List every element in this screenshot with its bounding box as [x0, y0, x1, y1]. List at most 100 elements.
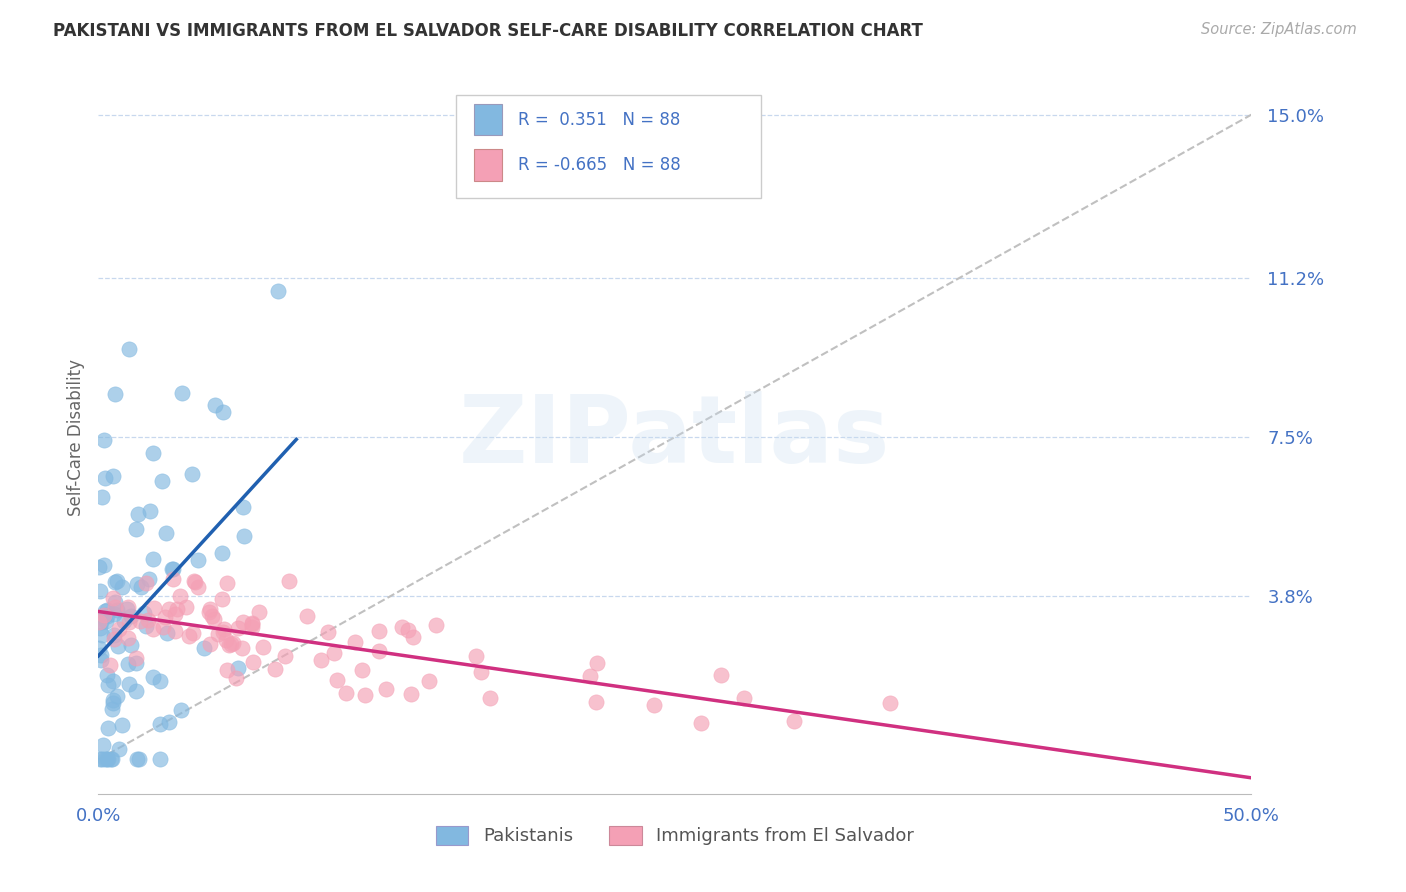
Point	[103, 674, 125, 689]
Point	[117, 657, 139, 671]
Point	[215, 575, 238, 590]
Text: ZIPatlas: ZIPatlas	[460, 391, 890, 483]
Point	[90, 648, 112, 663]
Point	[89, 583, 111, 598]
Point	[104, 575, 127, 590]
Point	[124, 656, 146, 670]
Point	[143, 600, 166, 615]
Point	[222, 636, 245, 650]
Point	[352, 664, 374, 678]
Point	[240, 619, 263, 633]
Point	[142, 622, 165, 636]
Point	[391, 620, 413, 634]
Point	[267, 284, 290, 298]
Point	[263, 662, 285, 676]
Point	[187, 553, 209, 567]
Point	[180, 467, 202, 481]
Point	[105, 689, 128, 703]
Point	[108, 741, 131, 756]
Point	[217, 663, 239, 677]
Point	[187, 580, 209, 594]
Point	[157, 715, 180, 730]
Point	[152, 620, 174, 634]
Point	[232, 529, 254, 543]
Point	[136, 613, 159, 627]
Point	[228, 621, 250, 635]
Point	[418, 674, 440, 689]
Point	[97, 752, 120, 766]
Point	[198, 637, 221, 651]
Point	[120, 609, 142, 624]
Point	[132, 607, 155, 621]
Point	[100, 752, 122, 766]
Legend: Pakistanis, Immigrants from El Salvador: Pakistanis, Immigrants from El Salvador	[429, 818, 921, 853]
Point	[207, 627, 229, 641]
Point	[160, 562, 183, 576]
Point	[96, 602, 118, 616]
Point	[218, 639, 240, 653]
Point	[138, 572, 160, 586]
Point	[155, 526, 177, 541]
Point	[212, 623, 235, 637]
Point	[97, 721, 120, 735]
Point	[90, 752, 112, 766]
Point	[101, 696, 124, 710]
Point	[354, 688, 377, 702]
Point	[201, 608, 224, 623]
Point	[90, 653, 112, 667]
Point	[150, 474, 173, 488]
Point	[155, 610, 177, 624]
Point	[309, 653, 332, 667]
Point	[174, 599, 197, 614]
Point	[135, 618, 157, 632]
Point	[231, 640, 253, 655]
Point	[100, 701, 122, 715]
Point	[184, 574, 207, 589]
Point	[478, 690, 501, 705]
Point	[125, 684, 148, 698]
Point	[87, 560, 110, 574]
Point	[96, 667, 118, 681]
Point	[470, 665, 492, 679]
Point	[586, 656, 609, 670]
Point	[710, 667, 733, 681]
FancyBboxPatch shape	[474, 104, 502, 136]
Point	[198, 605, 221, 619]
Point	[93, 608, 115, 623]
FancyBboxPatch shape	[474, 149, 502, 181]
Text: R =  0.351   N = 88: R = 0.351 N = 88	[517, 111, 681, 128]
Point	[162, 562, 184, 576]
Point	[128, 614, 150, 628]
Point	[96, 752, 118, 766]
Point	[149, 717, 172, 731]
Point	[101, 591, 124, 605]
Point	[297, 609, 319, 624]
Y-axis label: Self-Care Disability: Self-Care Disability	[66, 359, 84, 516]
Point	[105, 574, 128, 588]
Point	[733, 690, 755, 705]
Point	[94, 471, 117, 485]
Point	[112, 614, 135, 628]
Point	[104, 595, 127, 609]
Point	[181, 626, 204, 640]
Point	[219, 637, 242, 651]
Point	[163, 624, 186, 638]
Point	[103, 607, 125, 621]
Text: Source: ZipAtlas.com: Source: ZipAtlas.com	[1201, 22, 1357, 37]
Point	[104, 387, 127, 401]
Point	[425, 618, 447, 632]
Point	[127, 507, 149, 521]
Point	[212, 624, 235, 639]
Point	[215, 633, 238, 648]
Point	[326, 673, 349, 687]
Point	[689, 716, 711, 731]
Point	[211, 546, 233, 560]
Point	[585, 695, 607, 709]
Point	[96, 608, 118, 623]
Point	[202, 612, 225, 626]
Point	[367, 624, 389, 638]
Point	[142, 552, 165, 566]
Point	[89, 621, 111, 635]
Point	[101, 693, 124, 707]
Point	[343, 635, 366, 649]
